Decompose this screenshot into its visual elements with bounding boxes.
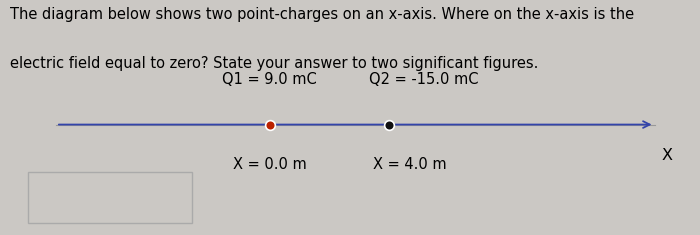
Text: The diagram below shows two point-charges on an x-axis. Where on the x-axis is t: The diagram below shows two point-charge…	[10, 7, 635, 22]
FancyBboxPatch shape	[28, 172, 192, 223]
Text: X: X	[662, 148, 673, 163]
Text: Q2 = -15.0 mC: Q2 = -15.0 mC	[369, 72, 478, 87]
Text: X = 4.0 m: X = 4.0 m	[372, 157, 447, 172]
Text: X = 0.0 m: X = 0.0 m	[232, 157, 307, 172]
Text: Q1 = 9.0 mC: Q1 = 9.0 mC	[222, 72, 317, 87]
Text: electric field equal to zero? State your answer to two significant figures.: electric field equal to zero? State your…	[10, 56, 539, 71]
